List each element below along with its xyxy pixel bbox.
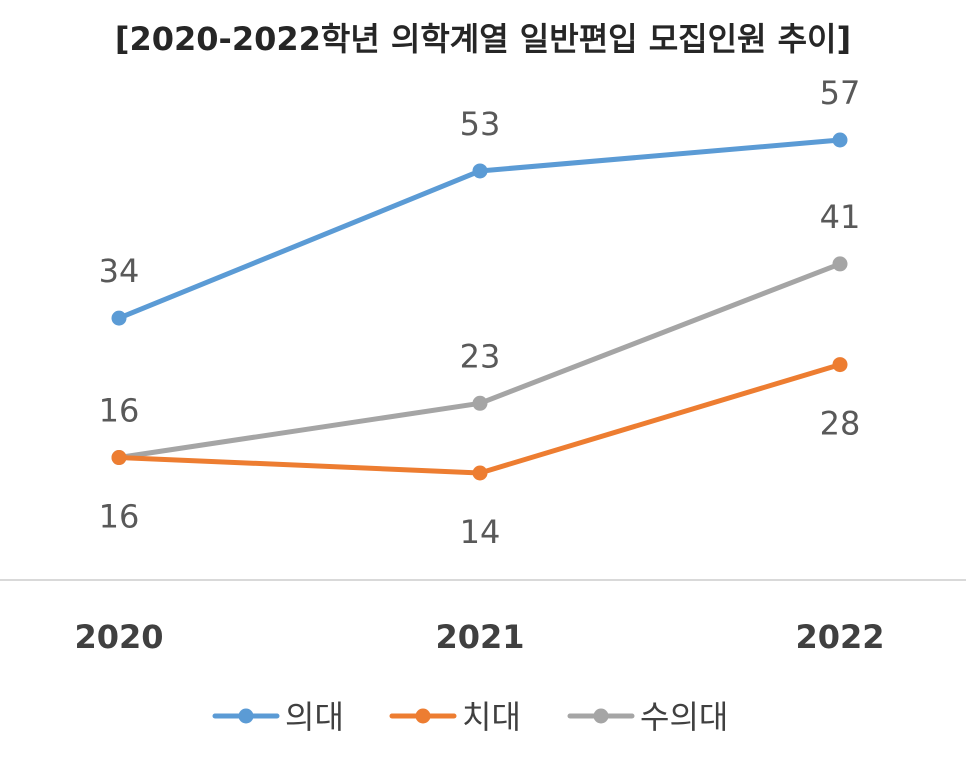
legend-label: 치대 bbox=[462, 698, 521, 736]
x-tick-label: 2021 bbox=[435, 618, 524, 656]
data-label: 41 bbox=[820, 198, 861, 236]
data-label: 53 bbox=[460, 105, 501, 143]
data-point bbox=[832, 256, 848, 272]
legend-label: 수의대 bbox=[640, 698, 728, 736]
data-point bbox=[472, 465, 488, 481]
legend-marker bbox=[415, 708, 431, 724]
data-label: 23 bbox=[460, 337, 501, 375]
x-tick-label: 2022 bbox=[795, 618, 884, 656]
data-label: 16 bbox=[99, 392, 140, 430]
data-label: 14 bbox=[460, 513, 501, 551]
data-label: 28 bbox=[820, 405, 861, 443]
x-tick-label: 2020 bbox=[74, 618, 163, 656]
legend-label: 의대 bbox=[285, 698, 344, 736]
series-line bbox=[116, 362, 843, 476]
legend-marker bbox=[593, 708, 609, 724]
data-point bbox=[472, 163, 488, 179]
data-label: 57 bbox=[820, 74, 861, 112]
data-point bbox=[472, 395, 488, 411]
chart-title: [2020-2022학년 의학계열 일반편입 모집인원 추이] bbox=[114, 20, 852, 58]
data-point bbox=[111, 310, 127, 326]
data-point bbox=[832, 132, 848, 148]
data-point bbox=[832, 357, 848, 373]
data-label: 16 bbox=[99, 498, 140, 536]
legend-marker bbox=[238, 708, 254, 724]
data-label: 34 bbox=[99, 252, 140, 290]
data-point bbox=[111, 450, 127, 466]
